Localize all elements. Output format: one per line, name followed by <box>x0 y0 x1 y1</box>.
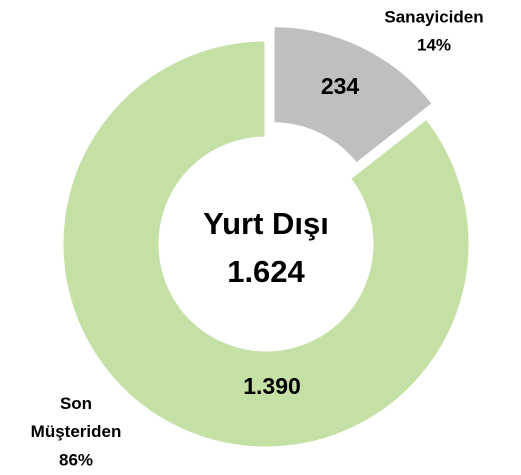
value-label: 1.390 <box>243 373 301 399</box>
donut-slice <box>271 24 436 167</box>
percentage-label: 14% <box>417 35 451 54</box>
category-label-line: Müşteriden <box>31 422 122 441</box>
center-value: 1.624 <box>227 254 305 289</box>
category-label: Sanayiciden <box>384 7 483 26</box>
category-label-line: Son <box>60 394 92 413</box>
center-label: Yurt Dışı <box>203 206 329 241</box>
percentage-label: 86% <box>59 450 93 469</box>
category-label: Son Müşteriden <box>31 394 122 441</box>
value-label: 234 <box>321 73 360 99</box>
donut-slice <box>60 38 472 450</box>
